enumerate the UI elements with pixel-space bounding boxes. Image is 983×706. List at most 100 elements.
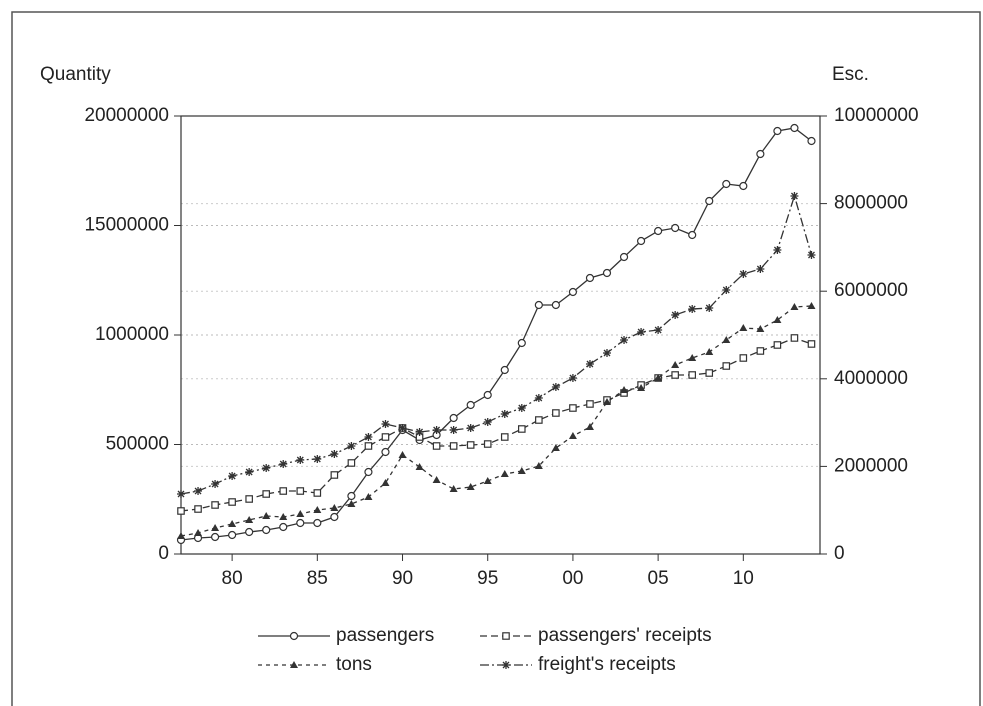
y2-tick-label: 2000000 bbox=[834, 455, 908, 476]
data-point bbox=[398, 423, 407, 432]
data-point bbox=[330, 512, 339, 522]
data-point bbox=[807, 302, 816, 310]
data-point bbox=[177, 507, 185, 515]
data-point bbox=[517, 338, 526, 348]
y-tick-label: 0 bbox=[158, 543, 169, 564]
data-point bbox=[551, 300, 560, 310]
data-point bbox=[568, 287, 578, 297]
data-point bbox=[568, 432, 577, 440]
data-point bbox=[739, 354, 748, 362]
data-point bbox=[313, 489, 322, 497]
data-point bbox=[177, 489, 185, 498]
legend-label: tons bbox=[336, 654, 372, 675]
data-point bbox=[705, 347, 714, 355]
x-tick-label: 80 bbox=[222, 568, 243, 589]
x-tick-label: 90 bbox=[392, 568, 413, 589]
data-point bbox=[364, 442, 373, 450]
legend-label: freight's receipts bbox=[538, 654, 676, 675]
data-point bbox=[671, 371, 679, 379]
data-point bbox=[534, 393, 543, 402]
legend-marker bbox=[289, 631, 299, 641]
data-point bbox=[313, 506, 322, 514]
data-point bbox=[415, 428, 424, 437]
data-point bbox=[671, 223, 680, 233]
y2-tick-label: 10000000 bbox=[834, 105, 919, 126]
data-point bbox=[790, 334, 799, 342]
data-point bbox=[347, 459, 356, 467]
data-point bbox=[483, 390, 492, 400]
data-point bbox=[279, 522, 288, 532]
data-point bbox=[756, 149, 765, 159]
data-point bbox=[449, 442, 458, 450]
data-point bbox=[688, 230, 697, 240]
data-point bbox=[535, 416, 543, 424]
legend-label: passengers' receipts bbox=[538, 625, 712, 646]
data-point bbox=[534, 300, 543, 310]
data-point bbox=[347, 441, 356, 450]
x-tick-label: 05 bbox=[648, 568, 669, 589]
data-point bbox=[432, 426, 441, 435]
data-point bbox=[586, 400, 594, 408]
data-point bbox=[228, 498, 236, 506]
data-point bbox=[483, 440, 492, 448]
y2-tick-label: 0 bbox=[834, 543, 845, 564]
data-point bbox=[773, 245, 782, 254]
data-point bbox=[654, 326, 663, 335]
data-point bbox=[177, 531, 185, 539]
data-point bbox=[432, 475, 441, 483]
data-point bbox=[398, 450, 407, 458]
data-point bbox=[313, 518, 322, 528]
data-point bbox=[415, 462, 424, 470]
data-point bbox=[722, 335, 731, 343]
data-point bbox=[466, 483, 475, 491]
data-point bbox=[807, 340, 816, 348]
data-point bbox=[722, 179, 731, 189]
data-point bbox=[688, 371, 697, 379]
data-point bbox=[245, 495, 253, 503]
x-tick-label: 10 bbox=[733, 568, 754, 589]
data-point bbox=[381, 479, 390, 487]
data-point bbox=[620, 385, 629, 393]
data-point bbox=[381, 420, 390, 429]
data-point bbox=[279, 513, 288, 521]
data-point bbox=[500, 469, 509, 477]
data-point bbox=[449, 426, 458, 435]
data-point bbox=[228, 530, 237, 540]
data-point bbox=[688, 304, 697, 313]
data-point bbox=[500, 433, 509, 441]
legend-label: passengers bbox=[336, 625, 434, 646]
data-point bbox=[466, 423, 475, 432]
legend-marker bbox=[502, 661, 510, 669]
y-axis-label: Quantity bbox=[40, 64, 111, 85]
data-point bbox=[551, 382, 560, 391]
data-point bbox=[671, 310, 680, 319]
data-point bbox=[517, 404, 526, 413]
data-point bbox=[637, 383, 646, 391]
y2-tick-label: 4000000 bbox=[834, 368, 908, 389]
data-point bbox=[211, 524, 220, 532]
data-point bbox=[330, 450, 339, 459]
data-point bbox=[517, 466, 526, 474]
data-point bbox=[585, 273, 595, 283]
y-tick-label: 1000000 bbox=[95, 324, 169, 345]
y2-axis-label: Esc. bbox=[832, 64, 869, 85]
y-tick-label: 15000000 bbox=[84, 215, 169, 236]
data-point bbox=[636, 236, 646, 246]
data-point bbox=[773, 341, 782, 349]
data-point bbox=[279, 487, 288, 495]
data-point bbox=[347, 491, 356, 501]
data-point bbox=[654, 226, 663, 236]
data-point bbox=[279, 459, 288, 468]
data-point bbox=[722, 286, 731, 295]
data-point bbox=[364, 467, 373, 477]
data-point bbox=[534, 462, 543, 470]
data-point bbox=[245, 468, 254, 477]
legend-marker bbox=[502, 632, 510, 640]
data-point bbox=[296, 510, 305, 518]
data-point bbox=[228, 519, 237, 527]
data-point bbox=[603, 397, 611, 405]
series-line bbox=[180, 305, 812, 537]
data-point bbox=[756, 324, 765, 332]
data-point bbox=[381, 433, 390, 441]
data-point bbox=[807, 136, 816, 146]
